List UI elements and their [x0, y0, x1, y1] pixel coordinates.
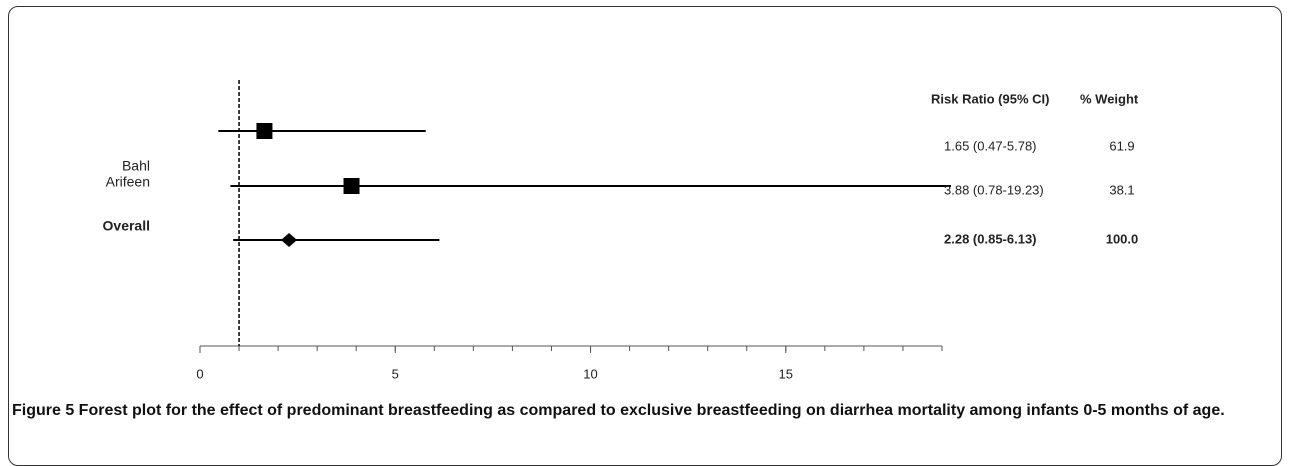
caption-text: Forest plot for the effect of predominan… [74, 402, 1225, 419]
caption-label: Figure 5 [12, 402, 75, 419]
page: {"chart_data": { "type": "forest", "cate… [8, 6, 1282, 466]
weight-label: 100.0 [1106, 231, 1139, 246]
ci-label: 2.28 (0.85-6.13) [944, 231, 1037, 246]
x-tick-label: 5 [392, 366, 399, 381]
study-label: Arifeen [106, 174, 150, 190]
estimate-diamond [281, 233, 298, 247]
column-header: Risk Ratio (95% CI) [931, 91, 1049, 106]
x-tick-label: 0 [196, 366, 203, 381]
study-label: Overall [103, 218, 150, 234]
ci-label: 3.88 (0.78-19.23) [944, 182, 1044, 197]
estimate-square [256, 123, 273, 139]
weight-label: 61.9 [1109, 138, 1134, 153]
column-header: % Weight [1080, 91, 1139, 106]
x-tick-label: 15 [779, 366, 793, 381]
caption: Figure 5 Forest plot for the effect of p… [12, 399, 1280, 423]
study-label: Bahl [122, 158, 150, 174]
weight-label: 38.1 [1109, 182, 1134, 197]
x-tick-label: 10 [583, 366, 597, 381]
chart: Risk Ratio (95% CI) % Weight 0 5 10 15 Bahl 1… [103, 80, 1139, 381]
estimate-square [343, 178, 360, 194]
ci-label: 1.65 (0.47-5.78) [944, 138, 1037, 153]
